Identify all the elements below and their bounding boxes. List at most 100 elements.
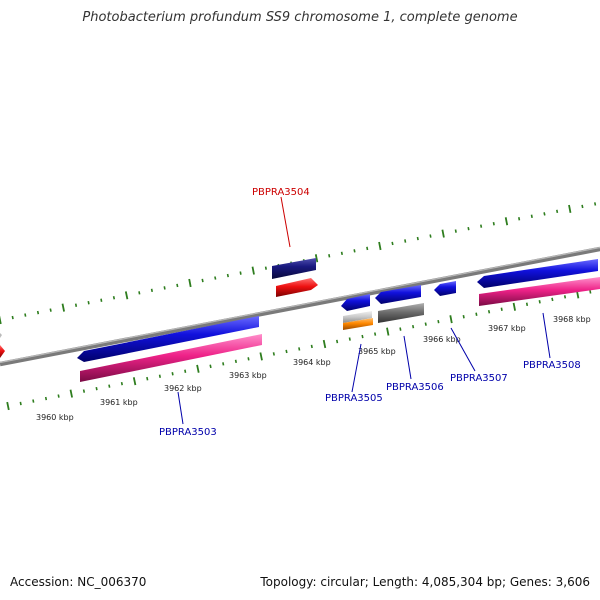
gene-label-PBPRA3503[interactable]: PBPRA3503 xyxy=(159,427,217,438)
lower-row-minor-tick xyxy=(348,337,351,341)
gene-label-PBPRA3508[interactable]: PBPRA3508 xyxy=(523,360,581,371)
lower-row-minor-tick xyxy=(171,372,174,376)
kbp-label-3968: 3968 kbp xyxy=(553,315,591,324)
leader-PBPRA3503 xyxy=(177,391,184,425)
gene-PBPRA3508-blue[interactable] xyxy=(477,259,598,288)
lower-row-minor-tick xyxy=(487,310,491,314)
lower-row-major-tick xyxy=(69,389,73,398)
upper-row-major-tick xyxy=(251,266,255,275)
upper-row-minor-tick xyxy=(480,224,483,228)
upper-row-major-tick xyxy=(441,229,445,238)
gene-PBPRA3503-pink[interactable] xyxy=(80,334,262,382)
upper-row-minor-tick xyxy=(404,239,407,243)
upper-row-minor-tick xyxy=(328,254,331,258)
upper-row-minor-tick xyxy=(366,246,369,251)
leader-PBPRA3508 xyxy=(542,312,551,359)
upper-row-minor-tick xyxy=(518,217,521,221)
lower-row-minor-tick xyxy=(247,357,250,361)
chromosome-backbone-highlight xyxy=(0,246,600,364)
gene-label-PBPRA3507[interactable]: PBPRA3507 xyxy=(450,373,508,384)
gene-label-PBPRA3504[interactable]: PBPRA3504 xyxy=(252,187,310,198)
gene-edge-red[interactable] xyxy=(0,345,5,358)
upper-row-major-tick xyxy=(0,315,2,325)
gene-PBPRA3504-navy[interactable] xyxy=(272,258,316,279)
lower-row-minor-tick xyxy=(462,314,465,319)
chromosome-backbone xyxy=(0,246,600,367)
gene-label-PBPRA3505[interactable]: PBPRA3505 xyxy=(325,393,383,404)
kbp-label-3963: 3963 kbp xyxy=(229,371,267,380)
lower-row-minor-tick xyxy=(32,399,35,403)
gene-label-PBPRA3506[interactable]: PBPRA3506 xyxy=(386,382,444,393)
lower-row-major-tick xyxy=(259,352,263,361)
lower-row-minor-tick xyxy=(120,381,123,386)
upper-row-minor-tick xyxy=(11,315,14,320)
upper-row-minor-tick xyxy=(163,286,166,290)
lower-row-major-tick xyxy=(6,401,10,411)
lower-row-minor-tick xyxy=(374,332,377,336)
lower-row-minor-tick xyxy=(146,376,149,381)
gene-PBPRA3505-blue[interactable] xyxy=(341,294,370,311)
upper-row-major-tick xyxy=(124,291,129,300)
leader-PBPRA3506 xyxy=(403,335,412,380)
upper-row-minor-tick xyxy=(226,273,229,278)
gene-PBPRA3505-light[interactable] xyxy=(343,311,372,323)
upper-row-minor-tick xyxy=(467,226,470,231)
gene-PBPRA3508-pink[interactable] xyxy=(479,277,600,306)
gene-PBPRA3505-orange[interactable] xyxy=(343,318,373,330)
lower-row-minor-tick xyxy=(500,307,503,311)
lower-row-minor-tick xyxy=(19,401,22,406)
upper-row-minor-tick xyxy=(239,271,242,275)
tick-row-lower xyxy=(6,290,592,411)
gene-PBPRA3503-blue[interactable] xyxy=(77,316,259,362)
upper-row-minor-tick xyxy=(138,291,141,295)
upper-row-minor-tick xyxy=(416,236,419,241)
upper-row-major-tick xyxy=(314,254,319,263)
upper-row-minor-tick xyxy=(391,241,394,246)
lower-row-minor-tick xyxy=(158,374,161,378)
lower-row-major-tick xyxy=(512,302,516,311)
gene-PBPRA3507-blue[interactable] xyxy=(434,281,456,296)
kbp-label-3964: 3964 kbp xyxy=(293,358,331,367)
gene-PBPRA3506-blue[interactable] xyxy=(375,285,421,304)
upper-row-minor-tick xyxy=(353,249,356,253)
lower-row-minor-tick xyxy=(298,347,301,351)
lower-row-minor-tick xyxy=(44,396,48,401)
upper-row-major-tick xyxy=(378,241,382,251)
lower-row-minor-tick xyxy=(82,389,86,393)
leader-PBPRA3505 xyxy=(351,343,362,393)
upper-row-minor-tick xyxy=(543,212,546,216)
lower-row-minor-tick xyxy=(412,324,415,329)
lower-row-minor-tick xyxy=(184,369,187,373)
lower-row-minor-tick xyxy=(361,334,364,339)
lower-row-minor-tick xyxy=(589,290,592,294)
map-title: Photobacterium profundum SS9 chromosome … xyxy=(82,10,518,25)
lower-row-minor-tick xyxy=(475,312,478,316)
upper-row-minor-tick xyxy=(556,209,559,214)
lower-row-minor-tick xyxy=(551,297,554,302)
kbp-label-3966: 3966 kbp xyxy=(423,335,461,344)
gene-PBPRA3506-gray[interactable] xyxy=(378,303,424,323)
genome-summary-text: Topology: circular; Length: 4,085,304 bp… xyxy=(260,575,590,589)
upper-row-minor-tick xyxy=(429,234,432,238)
gene-PBPRA3504-red[interactable] xyxy=(276,278,318,297)
upper-row-major-tick xyxy=(61,303,65,312)
gene-edge-light xyxy=(0,333,2,338)
lower-row-minor-tick xyxy=(272,352,275,356)
upper-row-minor-tick xyxy=(581,204,584,209)
lower-row-major-tick xyxy=(449,315,453,324)
upper-row-minor-tick xyxy=(492,221,495,226)
upper-row-major-tick xyxy=(504,217,509,226)
lower-row-minor-tick xyxy=(234,359,237,364)
upper-row-minor-tick xyxy=(100,298,103,302)
upper-row-minor-tick xyxy=(49,308,52,312)
lower-row-minor-tick xyxy=(399,327,402,331)
kbp-label-3960: 3960 kbp xyxy=(36,413,74,422)
lower-row-minor-tick xyxy=(310,344,313,349)
lower-row-minor-tick xyxy=(209,364,212,369)
upper-row-minor-tick xyxy=(176,283,179,288)
accession-text: Accession: NC_006370 xyxy=(10,575,147,589)
upper-row-minor-tick xyxy=(264,266,267,270)
kbp-label-3965: 3965 kbp xyxy=(358,347,396,356)
upper-row-minor-tick xyxy=(36,310,40,315)
